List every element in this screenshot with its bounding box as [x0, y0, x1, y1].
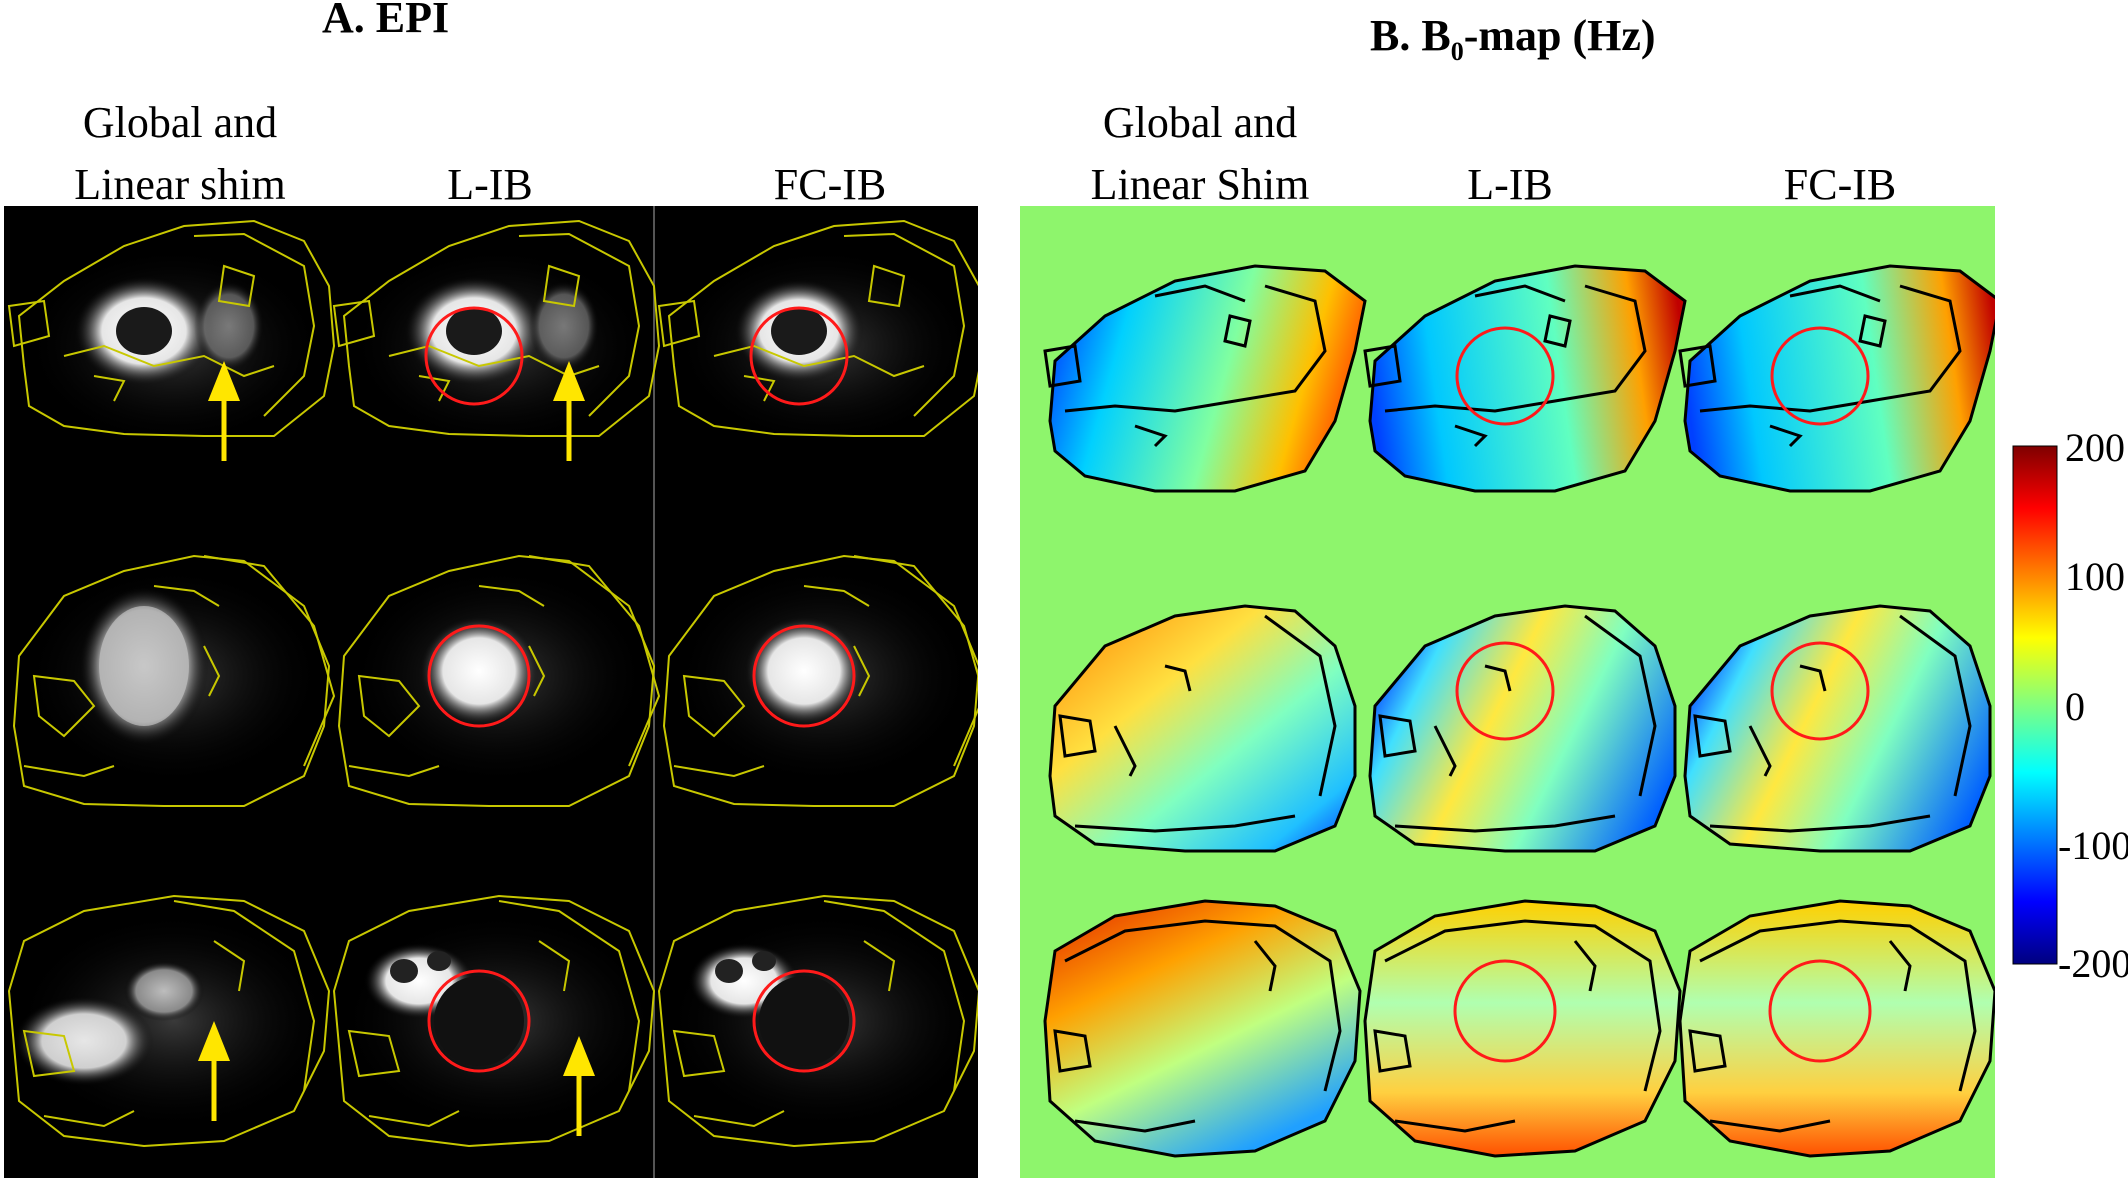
epi-image-grid	[4, 206, 978, 1178]
panel-b-col-label-1: Global and Linear Shim	[1090, 98, 1310, 209]
panel-b-col-label-3: FC-IB	[1783, 160, 1897, 209]
panel-b-title-suffix: -map (Hz)	[1463, 11, 1656, 60]
panel-b-title-subscript: 0	[1450, 36, 1464, 66]
panel-a-col-label-2: L-IB	[447, 160, 533, 209]
colorbar-tick-neg100: -100	[2058, 823, 2128, 868]
panel-a-title: A. EPI	[322, 0, 450, 42]
panel-b-title-prefix: B. B	[1370, 11, 1451, 60]
panel-b-col-label-2: L-IB	[1467, 160, 1553, 209]
colorbar-tick-200: 200	[2065, 425, 2125, 470]
colorbar-tick-neg200: -200	[2058, 941, 2128, 986]
panel-a-col-label-3: FC-IB	[773, 160, 887, 209]
colorbar-tick-100: 100	[2065, 554, 2125, 599]
colorbar	[2012, 445, 2058, 965]
colorbar-tick-0: 0	[2065, 684, 2085, 729]
panel-a-col-label-1: Global and Linear shim	[74, 98, 286, 209]
b0-map-grid	[1020, 206, 1995, 1178]
panel-b-title: B. B0-map (Hz)	[1370, 10, 1656, 67]
